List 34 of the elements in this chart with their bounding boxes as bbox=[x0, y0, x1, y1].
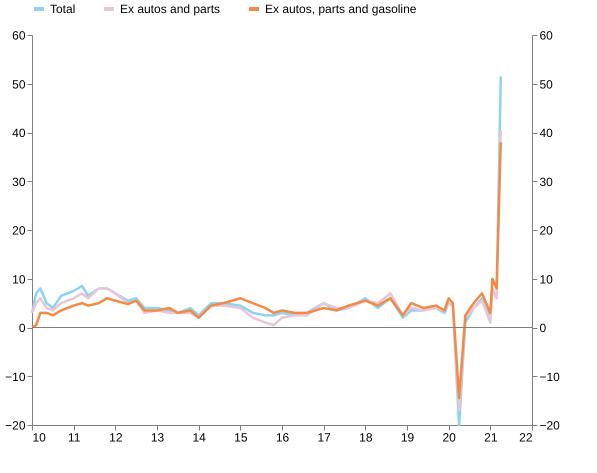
y-tick-label: −10 bbox=[5, 370, 26, 384]
legend-label: Total bbox=[50, 2, 76, 16]
x-tick-label: 18 bbox=[359, 430, 373, 444]
y2-tick-label: 20 bbox=[540, 224, 554, 238]
y2-tick-label: 50 bbox=[540, 77, 554, 92]
y2-tick-label: 0 bbox=[540, 321, 546, 335]
legend-label: Ex autos and parts bbox=[120, 2, 220, 16]
y-tick-label: 50 bbox=[12, 77, 26, 92]
x-tick-label: 11 bbox=[68, 430, 81, 444]
y2-tick-label: 10 bbox=[540, 272, 554, 286]
x-tick-label: 12 bbox=[109, 430, 123, 444]
y2-tick-label: −10 bbox=[540, 370, 560, 384]
y-tick-label: 40 bbox=[12, 126, 26, 140]
y-tick-label: −20 bbox=[5, 418, 26, 432]
x-tick-label: 13 bbox=[150, 430, 164, 444]
y2-tick-label: 40 bbox=[540, 126, 554, 140]
y2-tick-label: 60 bbox=[540, 28, 554, 42]
y2-tick-label: −20 bbox=[540, 418, 560, 432]
y2-tick-label: 30 bbox=[540, 174, 554, 189]
legend-label: Ex autos, parts and gasoline bbox=[265, 2, 417, 16]
x-tick-label: 17 bbox=[317, 430, 332, 444]
x-tick-label: 20 bbox=[442, 430, 456, 444]
x-tick-label: 10 bbox=[32, 430, 46, 444]
y-tick-label: 20 bbox=[12, 224, 26, 238]
x-tick-label: 21 bbox=[484, 430, 498, 444]
x-tick-label: 14 bbox=[192, 430, 206, 444]
x-tick-label: 19 bbox=[400, 430, 414, 444]
y-tick-label: 0 bbox=[18, 321, 26, 335]
y-tick-label: 30 bbox=[12, 174, 26, 189]
x-tick-label: 15 bbox=[234, 430, 248, 444]
x-tick-label: 22 bbox=[519, 430, 533, 444]
y-tick-label: 10 bbox=[12, 272, 26, 286]
x-tick-label: 16 bbox=[276, 430, 290, 444]
y-tick-label: 60 bbox=[12, 28, 26, 42]
